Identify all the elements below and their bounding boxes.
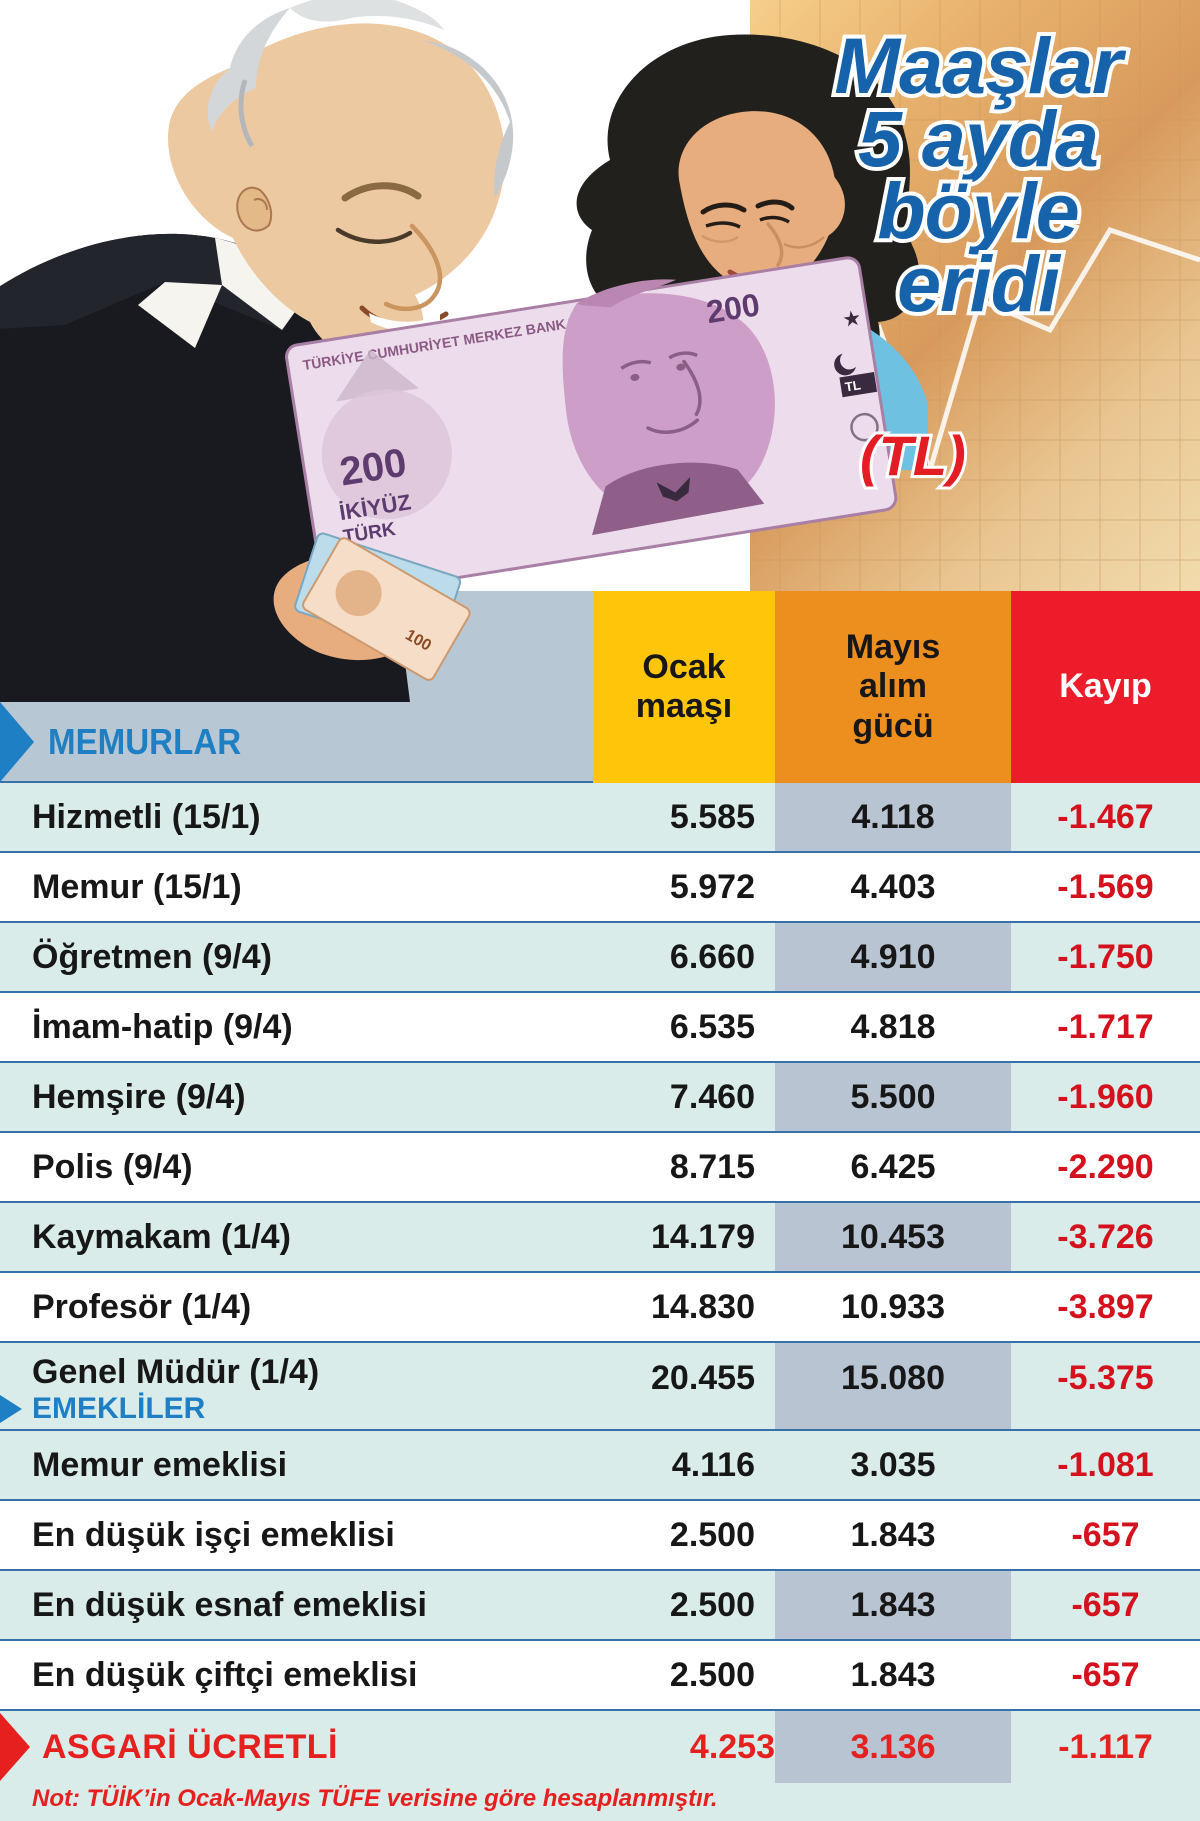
svg-text:TL: TL — [844, 377, 862, 394]
